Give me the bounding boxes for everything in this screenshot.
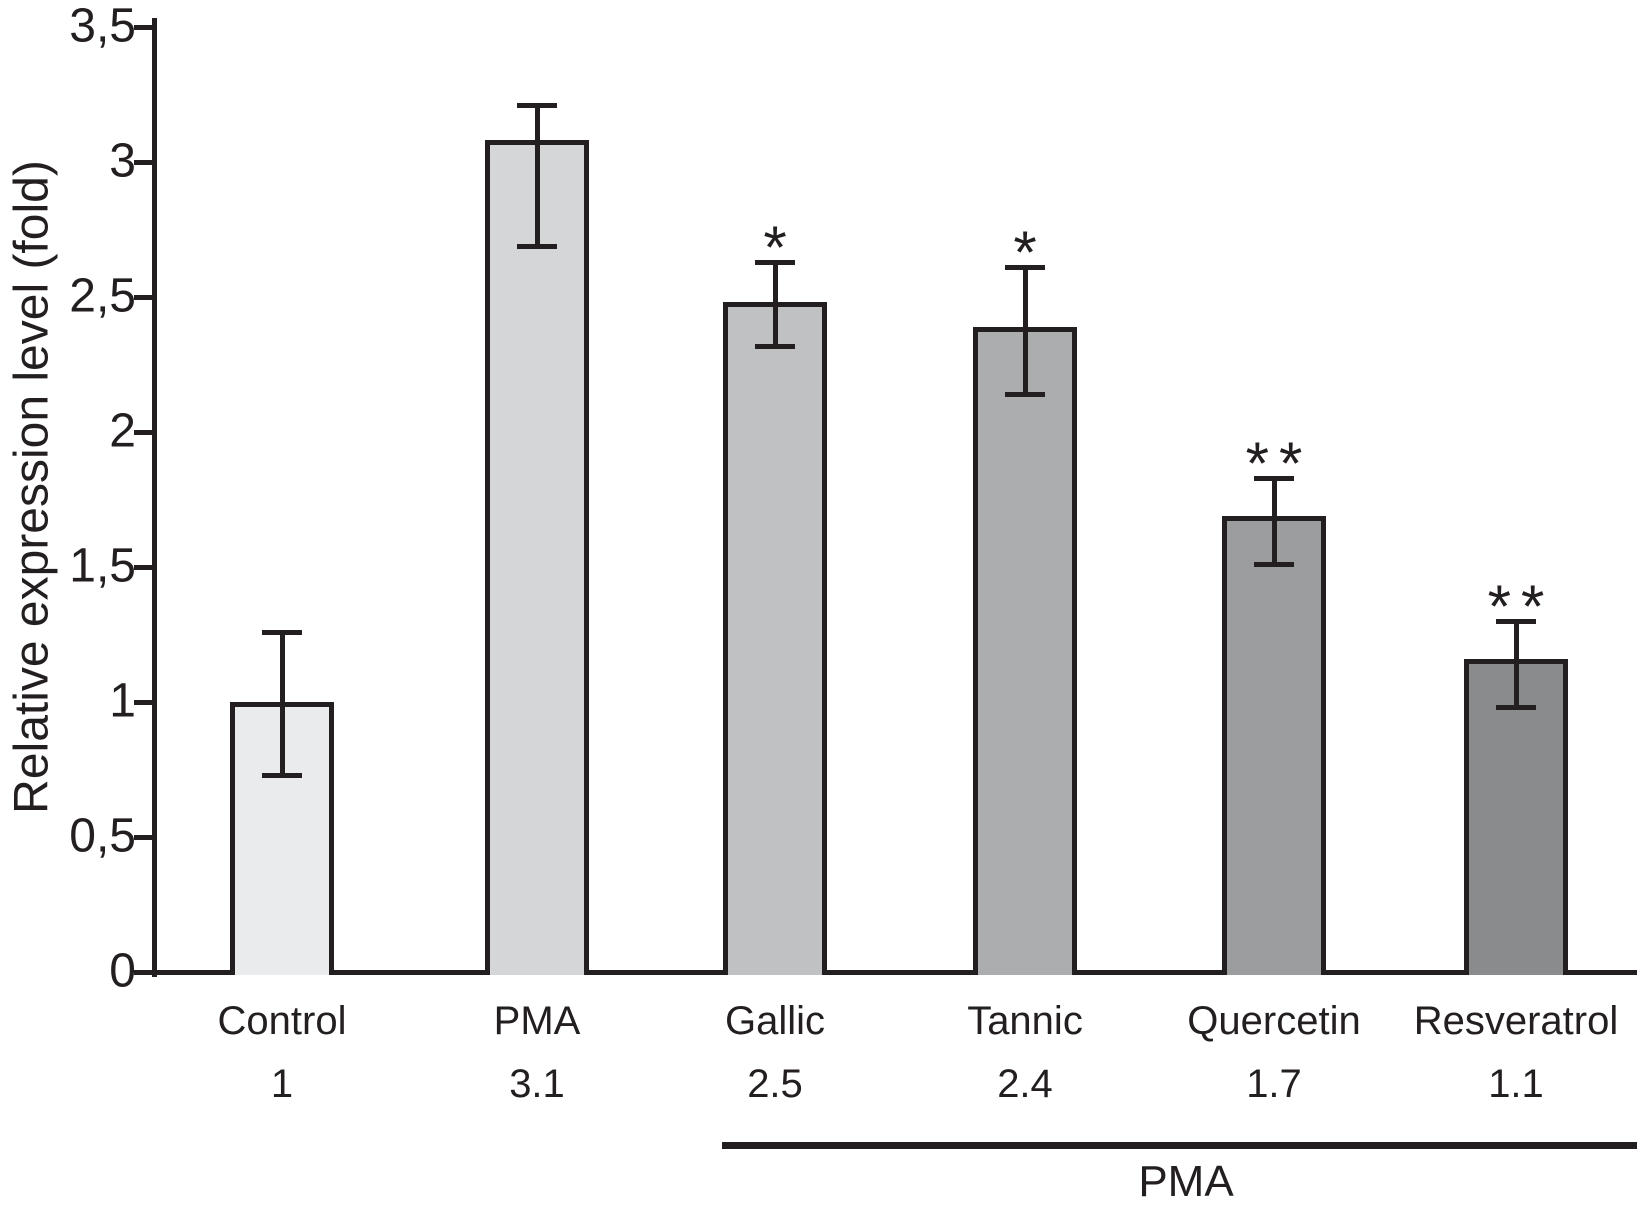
pma-group-bracket-line <box>722 1142 1637 1149</box>
error-bar-line <box>1514 621 1519 708</box>
error-bar-top-cap <box>1005 265 1045 271</box>
y-axis-tick <box>134 430 152 435</box>
y-axis-tick-label: 1 <box>109 674 136 728</box>
y-axis-tick-label: 2 <box>109 404 136 458</box>
significance-marker: ** <box>1487 573 1555 640</box>
significance-marker: ** <box>1245 429 1313 497</box>
error-bar-top-cap <box>755 259 795 265</box>
error-bar-line <box>535 105 540 246</box>
x-category-label: Control <box>217 999 347 1043</box>
error-bar-bottom-cap <box>1005 392 1045 398</box>
y-axis-tick <box>134 565 152 570</box>
bar-pma <box>485 140 589 975</box>
error-bar-bottom-cap <box>1496 705 1536 711</box>
x-value-label: 1.7 <box>1246 1062 1302 1106</box>
error-bar-top-cap <box>1496 619 1536 624</box>
y-axis-tick <box>134 160 152 165</box>
error-bar-top-cap <box>262 629 302 635</box>
bar-tannic <box>973 326 1077 975</box>
x-category-label: PMA <box>493 999 581 1043</box>
error-bar-top-cap <box>1254 475 1294 481</box>
bar-gallic <box>723 302 827 975</box>
y-axis-tick-label: 3 <box>109 134 136 188</box>
error-bar-line <box>773 261 778 346</box>
error-bar-line <box>280 631 285 775</box>
x-category-label: Tannic <box>967 999 1083 1043</box>
y-axis-tick-label: 0 <box>109 944 136 998</box>
significance-marker: * <box>1013 219 1047 287</box>
error-bar-top-cap <box>517 103 557 109</box>
significance-marker: * <box>763 213 797 281</box>
x-axis-line <box>152 970 1637 975</box>
y-axis-tick <box>134 295 152 300</box>
y-axis-tick-label: 2,5 <box>69 269 136 323</box>
y-axis-tick <box>134 700 152 705</box>
bar-quercetin <box>1222 515 1326 975</box>
y-axis-tick <box>134 835 152 840</box>
error-bar-line <box>1272 477 1277 565</box>
y-axis-tick <box>134 25 152 30</box>
x-value-label: 2.4 <box>997 1062 1053 1106</box>
x-category-label: Gallic <box>724 999 826 1043</box>
error-bar-bottom-cap <box>262 772 302 778</box>
error-bar-bottom-cap <box>517 243 557 249</box>
bar-control <box>230 702 334 975</box>
y-axis-line <box>152 18 157 977</box>
error-bar-bottom-cap <box>755 343 795 349</box>
x-value-label: 2.5 <box>747 1062 803 1106</box>
y-axis-tick <box>134 970 152 975</box>
pma-group-label: PMA <box>1138 1157 1234 1206</box>
y-axis-tick-label: 1,5 <box>69 539 136 593</box>
y-axis-tick-label: 0,5 <box>69 809 136 863</box>
x-value-label: 1 <box>270 1062 294 1106</box>
y-axis-tick-label: 3,5 <box>69 0 136 53</box>
x-category-label: Resveratrol <box>1413 999 1619 1043</box>
x-value-label: 3.1 <box>509 1062 565 1106</box>
x-category-label: Quercetin <box>1187 999 1361 1043</box>
error-bar-line <box>1023 267 1028 395</box>
error-bar-bottom-cap <box>1254 562 1294 568</box>
x-value-label: 1.1 <box>1488 1062 1544 1106</box>
